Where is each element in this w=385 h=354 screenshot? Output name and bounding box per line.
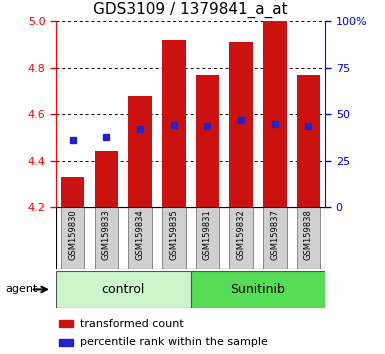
- Text: agent: agent: [6, 284, 38, 295]
- Bar: [196, 75, 219, 207]
- Bar: [297, 75, 320, 207]
- Text: control: control: [102, 283, 145, 296]
- Bar: [128, 207, 152, 269]
- Text: GSM159837: GSM159837: [270, 209, 279, 260]
- Bar: [56, 271, 191, 308]
- Bar: [297, 207, 320, 269]
- Bar: [196, 207, 219, 269]
- Text: transformed count: transformed count: [80, 319, 184, 329]
- Bar: [95, 207, 118, 269]
- Bar: [61, 207, 84, 269]
- Text: GSM159835: GSM159835: [169, 209, 178, 260]
- Bar: [59, 320, 73, 327]
- Bar: [263, 207, 286, 269]
- Bar: [162, 40, 186, 207]
- Text: GSM159838: GSM159838: [304, 209, 313, 260]
- Bar: [229, 207, 253, 269]
- Bar: [263, 21, 286, 207]
- Text: Sunitinib: Sunitinib: [231, 283, 285, 296]
- Title: GDS3109 / 1379841_a_at: GDS3109 / 1379841_a_at: [93, 2, 288, 18]
- Text: percentile rank within the sample: percentile rank within the sample: [80, 337, 268, 347]
- Bar: [229, 42, 253, 207]
- Bar: [191, 271, 325, 308]
- Bar: [61, 177, 84, 207]
- Bar: [162, 207, 186, 269]
- Text: GSM159833: GSM159833: [102, 209, 111, 260]
- Text: GSM159831: GSM159831: [203, 209, 212, 260]
- Text: GSM159832: GSM159832: [237, 209, 246, 260]
- Text: GSM159834: GSM159834: [136, 209, 144, 260]
- Bar: [128, 96, 152, 207]
- Bar: [59, 339, 73, 346]
- Bar: [95, 151, 118, 207]
- Text: GSM159830: GSM159830: [68, 209, 77, 260]
